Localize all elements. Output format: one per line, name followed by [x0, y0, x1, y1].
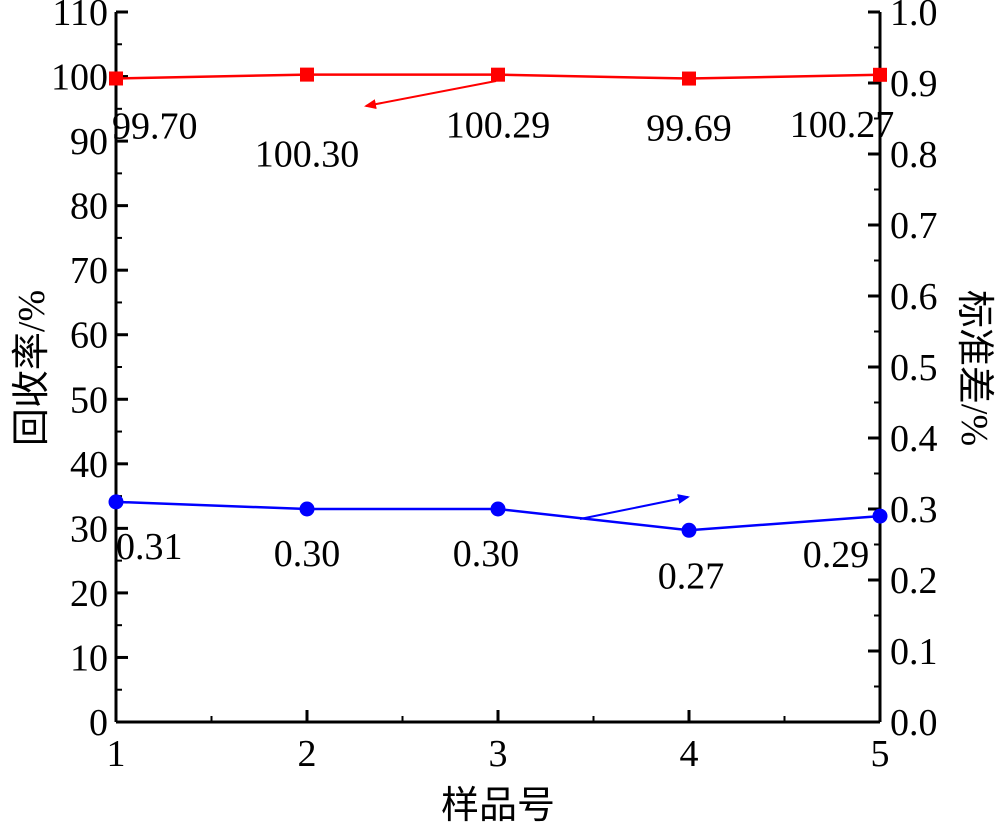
left-axis-arrow — [364, 80, 497, 110]
recovery-data-label: 100.30 — [255, 134, 360, 176]
right-y-tick-label: 0.7 — [890, 205, 938, 247]
x-axis-title: 样品号 — [441, 785, 555, 827]
recovery-data-label: 99.69 — [646, 108, 732, 150]
left-y-tick-label: 20 — [70, 573, 108, 615]
left-y-tick-label: 0 — [89, 702, 108, 744]
right-y-tick-label: 0.6 — [890, 276, 938, 318]
recovery-point — [682, 71, 696, 86]
stddev-data-label: 0.30 — [274, 533, 341, 575]
left-y-tick-label: 10 — [70, 637, 108, 679]
stddev-data-label: 0.29 — [803, 534, 870, 576]
x-tick-label: 5 — [871, 733, 890, 775]
right-y-tick-label: 0.1 — [890, 631, 938, 673]
recovery-data-label: 100.29 — [446, 105, 551, 147]
right-y-tick-label: 0.8 — [890, 134, 938, 176]
right-y-axis-title: 标准差/% — [953, 290, 995, 446]
axes-layer: 0 10 20 30 40 50 60 70 80 90 100 110 0.0 0.1 0.2 0.3 0.4… — [51, 0, 938, 775]
left-y-axis-title: 回收率/% — [11, 290, 53, 446]
labels-layer: 99.70 100.30 100.29 99.69 100.27 0.31 0.30 0.30… — [112, 104, 894, 597]
stddev-point — [872, 508, 888, 524]
x-tick-label: 1 — [107, 733, 126, 775]
right-y-tick-label: 0.9 — [890, 63, 938, 105]
arrows-layer — [364, 80, 690, 520]
recovery-data-label: 99.70 — [112, 105, 198, 147]
stddev-point — [299, 501, 315, 517]
left-y-tick-label: 110 — [52, 0, 108, 34]
right-y-tick-label: 0.2 — [890, 560, 938, 602]
right-y-tick-label: 0.4 — [890, 418, 938, 460]
x-tick-label: 2 — [298, 733, 317, 775]
stddev-point — [108, 494, 124, 510]
recovery-point — [300, 67, 314, 82]
stddev-data-label: 0.31 — [116, 526, 183, 568]
right-axis-arrow — [579, 494, 690, 520]
right-y-tick-label: 0.3 — [890, 489, 938, 531]
stddev-point — [681, 522, 697, 538]
stddev-data-label: 0.27 — [658, 555, 725, 597]
right-y-tick-label: 1.0 — [890, 0, 938, 34]
left-y-tick-label: 80 — [70, 186, 108, 228]
stddev-point — [490, 501, 506, 517]
left-y-tick-label: 60 — [70, 315, 108, 357]
recovery-data-label: 100.27 — [790, 104, 895, 146]
stddev-data-label: 0.30 — [453, 533, 520, 575]
left-y-tick-label: 40 — [70, 444, 108, 486]
recovery-point — [873, 67, 887, 82]
left-y-tick-label: 50 — [70, 379, 108, 421]
left-y-tick-label: 70 — [70, 250, 108, 292]
right-y-tick-label: 0.0 — [890, 702, 938, 744]
x-tick-label: 3 — [489, 733, 508, 775]
right-y-tick-label: 0.5 — [890, 347, 938, 389]
left-y-tick-label: 30 — [70, 508, 108, 550]
x-tick-label: 4 — [680, 733, 699, 775]
recovery-point — [109, 71, 123, 86]
recovery-point — [491, 67, 505, 82]
series-layer — [108, 67, 888, 538]
left-y-tick-label: 100 — [51, 57, 108, 99]
left-y-tick-label: 90 — [70, 121, 108, 163]
